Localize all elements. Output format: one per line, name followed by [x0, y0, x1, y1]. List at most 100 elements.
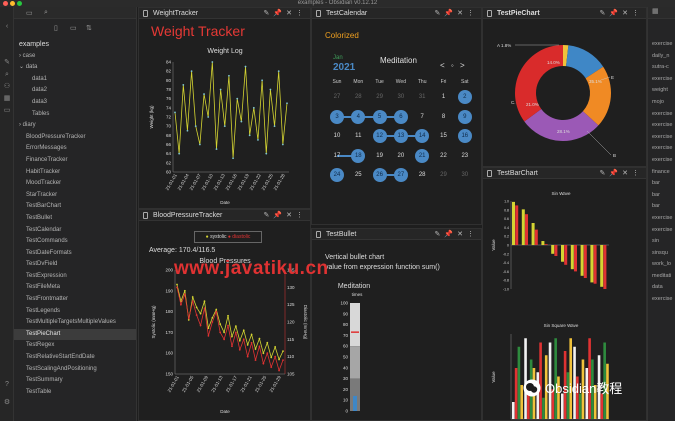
- calendar-day[interactable]: 7: [420, 113, 424, 120]
- close-icon[interactable]: ✕: [286, 10, 296, 17]
- file-item[interactable]: TestBarChart: [14, 201, 136, 213]
- chevron-down-icon[interactable]: ⌄: [19, 64, 26, 71]
- chevron-right-icon[interactable]: ›: [19, 52, 23, 59]
- calendar-day[interactable]: 27: [333, 94, 341, 100]
- calendar-day[interactable]: 28: [418, 172, 426, 178]
- pin-icon[interactable]: 📌: [444, 231, 458, 238]
- more-icon[interactable]: ⋮: [467, 231, 478, 238]
- settings-icon[interactable]: ⚙: [3, 399, 11, 406]
- outline-item[interactable]: exercise: [652, 133, 673, 140]
- calendar-day[interactable]: 13: [393, 129, 408, 143]
- file-item[interactable]: TestPieChart: [14, 328, 136, 341]
- file-item[interactable]: TestLegends: [14, 306, 136, 318]
- folder-item[interactable]: › diary: [14, 120, 136, 132]
- pin-icon[interactable]: 📌: [273, 10, 287, 17]
- outline-item[interactable]: sin: [652, 238, 660, 245]
- close-icon[interactable]: ✕: [622, 10, 632, 17]
- more-icon[interactable]: ⋮: [632, 170, 643, 177]
- calendar-day[interactable]: 2: [457, 90, 472, 104]
- calendar-day[interactable]: 6: [393, 109, 408, 124]
- outline-item[interactable]: sinsqu: [652, 249, 668, 256]
- sort-icon[interactable]: ⇅: [86, 25, 92, 32]
- pane-title[interactable]: TestBullet: [326, 231, 357, 238]
- calendar-day[interactable]: 18: [351, 148, 366, 163]
- file-item[interactable]: FinanceTracker: [14, 155, 136, 167]
- calendar-day[interactable]: 29: [376, 94, 383, 100]
- chevron-right-icon[interactable]: ›: [19, 122, 23, 129]
- more-icon[interactable]: ⋮: [296, 10, 307, 17]
- file-item[interactable]: TestCommands: [14, 236, 136, 248]
- calendar-day[interactable]: 1: [441, 94, 446, 100]
- outline-item[interactable]: exercise: [652, 214, 673, 221]
- terminal-icon[interactable]: ▭: [3, 107, 11, 114]
- file-item[interactable]: BloodPressureTracker: [14, 132, 136, 144]
- calendar-day[interactable]: 21: [415, 148, 430, 163]
- new-folder-icon[interactable]: ▭: [70, 25, 77, 32]
- calendar-day[interactable]: 22: [440, 152, 447, 159]
- calendar-day[interactable]: 16: [457, 129, 472, 143]
- edit-icon[interactable]: ✎: [434, 10, 445, 17]
- outline-item[interactable]: bar: [652, 191, 660, 198]
- outline-item[interactable]: exercise: [652, 145, 673, 152]
- calendar-day[interactable]: 19: [376, 152, 383, 159]
- outline-item[interactable]: exercise: [652, 226, 673, 233]
- pin-icon[interactable]: 📌: [444, 10, 458, 17]
- calendar-day[interactable]: 10: [333, 133, 341, 139]
- file-item[interactable]: TestRegex: [14, 340, 136, 352]
- calendar-day[interactable]: 14: [415, 129, 430, 143]
- folder-item[interactable]: ⌄ data: [14, 62, 136, 74]
- file-item[interactable]: TestBullet: [14, 213, 136, 225]
- outline-item[interactable]: exercise: [652, 75, 673, 82]
- calendar-day[interactable]: 3: [330, 109, 344, 124]
- outline-item[interactable]: exercise: [652, 156, 673, 163]
- file-item[interactable]: TestDvField: [14, 259, 136, 271]
- file-item[interactable]: MoodTracker: [14, 178, 136, 190]
- calendar-day[interactable]: 29: [440, 172, 447, 178]
- pane-title[interactable]: TestPieChart: [497, 10, 540, 17]
- calendar-nav[interactable]: < ◦ >: [440, 61, 465, 70]
- folder-icon[interactable]: ▭: [26, 10, 33, 17]
- help-icon[interactable]: ?: [5, 381, 9, 388]
- outline-item[interactable]: exercise: [652, 122, 673, 129]
- search-icon[interactable]: ⌕: [44, 9, 48, 16]
- file-item[interactable]: data3: [14, 97, 136, 109]
- outline-item[interactable]: data: [652, 284, 663, 291]
- file-item[interactable]: data2: [14, 85, 136, 97]
- outline-item[interactable]: daily_n: [652, 52, 670, 59]
- close-icon[interactable]: ✕: [286, 212, 296, 219]
- calendar-day[interactable]: 8: [441, 113, 446, 120]
- vault-root[interactable]: examples: [19, 41, 49, 48]
- outline-item[interactable]: meditati: [652, 272, 672, 279]
- pane-title[interactable]: WeightTracker: [153, 10, 199, 17]
- new-file-icon[interactable]: ▯: [54, 25, 58, 32]
- pin-icon[interactable]: 📌: [609, 10, 623, 17]
- calendar-icon[interactable]: ▦: [652, 8, 659, 15]
- pane-title[interactable]: TestBarChart: [497, 170, 538, 177]
- outline-item[interactable]: exercise: [652, 41, 673, 47]
- file-item[interactable]: data1: [14, 74, 136, 86]
- file-item[interactable]: TestExpression: [14, 271, 136, 283]
- more-icon[interactable]: ⋮: [467, 10, 478, 17]
- calendar-day[interactable]: 11: [355, 133, 362, 139]
- pane-title[interactable]: TestCalendar: [326, 10, 368, 17]
- file-item[interactable]: TestTable: [14, 387, 136, 399]
- maximize-window-button[interactable]: [17, 1, 22, 6]
- more-icon[interactable]: ⋮: [632, 10, 643, 17]
- calendar-day[interactable]: 30: [461, 172, 469, 178]
- close-icon[interactable]: ✕: [622, 170, 632, 177]
- folder-item[interactable]: › case: [14, 51, 136, 63]
- file-item[interactable]: TestSummary: [14, 375, 136, 387]
- outline-item[interactable]: finance: [652, 168, 670, 175]
- calendar-day[interactable]: 20: [397, 152, 405, 159]
- minimize-window-button[interactable]: [10, 1, 15, 6]
- file-item[interactable]: TestCalendar: [14, 225, 136, 237]
- edit-icon[interactable]: ✎: [434, 231, 445, 238]
- file-item[interactable]: TestDateFormats: [14, 248, 136, 260]
- file-item[interactable]: TestScalingAndPositioning: [14, 364, 136, 376]
- file-item[interactable]: TestFileMeta: [14, 282, 136, 294]
- outline-item[interactable]: bar: [652, 180, 660, 187]
- outline-item[interactable]: exercise: [652, 296, 673, 303]
- close-icon[interactable]: ✕: [457, 231, 467, 238]
- graph-icon[interactable]: ⚇: [3, 83, 11, 90]
- calendar-day[interactable]: 15: [440, 133, 447, 139]
